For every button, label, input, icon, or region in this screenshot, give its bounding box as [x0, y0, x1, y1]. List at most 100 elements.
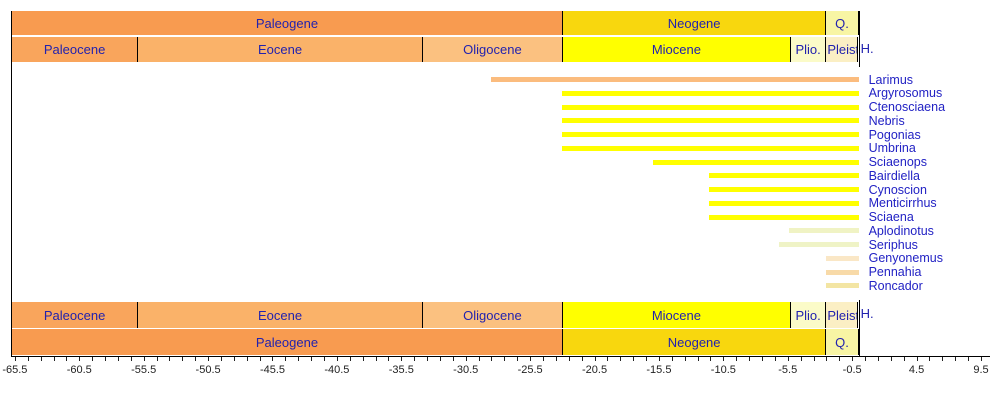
epoch-cell-miocene: Miocene	[561, 37, 790, 62]
taxon-range-bar-seriphus	[778, 242, 859, 247]
x-axis-tick-label: -50.5	[195, 364, 221, 376]
x-axis-tick	[813, 357, 815, 361]
x-axis-tick	[710, 357, 712, 361]
epoch-label-holocene-overflow: H.	[860, 306, 874, 321]
x-axis-tick-label: -60.5	[66, 364, 92, 376]
taxon-range-bar-sciaena	[709, 214, 859, 220]
x-axis-tick	[504, 357, 506, 361]
taxon-range-bar-menticirrhus	[709, 200, 859, 206]
x-axis-tick	[671, 357, 673, 361]
x-axis-tick-label: -0.5	[842, 364, 862, 376]
epoch-label: Paleocene	[43, 42, 106, 57]
x-axis-tick	[955, 357, 957, 361]
x-axis-tick-label: -45.5	[259, 364, 286, 376]
taxon-label: Seriphus	[868, 237, 918, 252]
x-axis-tick	[285, 357, 287, 361]
x-axis-tick	[839, 357, 841, 361]
x-axis-tick	[465, 357, 467, 361]
x-axis-tick	[169, 357, 171, 361]
x-axis-tick	[865, 357, 867, 361]
x-axis-tick	[117, 357, 119, 361]
x-axis-tick	[156, 357, 158, 361]
x-axis-tick-label: -30.5	[453, 364, 479, 376]
present-day-line-bottom	[859, 300, 860, 357]
x-axis-tick	[40, 357, 42, 361]
bottom-period-row: Paleogene Neogene Q.	[0, 329, 1000, 355]
x-axis-tick	[787, 357, 789, 361]
taxon-label: Aplodinotus	[868, 223, 934, 238]
x-axis-tick	[723, 357, 725, 361]
epoch-cell-oligocene: Oligocene	[421, 37, 562, 62]
x-axis-tick	[130, 357, 132, 361]
time-axis: -65.5 -60.5 -55.5 -50.5 -45.5 -40.5 -35.5 -30.5…	[0, 356, 1000, 405]
x-axis-tick	[684, 357, 686, 361]
x-axis-tick	[388, 357, 390, 361]
taxon-label: Umbrina	[868, 141, 916, 156]
x-axis-tick	[79, 357, 81, 361]
x-axis-tick-label: -5.5	[778, 364, 798, 376]
epoch-label: Eocene	[258, 307, 303, 323]
x-axis-tick	[92, 357, 94, 361]
epoch-cell-miocene: Miocene	[561, 302, 790, 328]
x-axis-tick	[697, 357, 699, 361]
x-axis-tick	[105, 357, 107, 361]
top-period-row: Paleogene Neogene Q.	[0, 11, 1000, 35]
taxon-range-bar-argyrosomus	[561, 90, 859, 96]
epoch-cell-pleist: Pleist.	[825, 302, 859, 328]
period-cell-q: Q.	[825, 329, 859, 355]
taxon-label: Bairdiella	[868, 168, 921, 183]
x-axis-tick-label: -55.5	[131, 364, 157, 376]
x-axis-tick-label: -20.5	[581, 364, 608, 376]
taxon-range-bar-pogonias	[561, 132, 859, 137]
epoch-cell-plio: Plio.	[789, 302, 826, 328]
x-axis-tick	[980, 357, 982, 361]
period-cell-neogene: Neogene	[561, 11, 826, 35]
taxon-range-bar-sciaenops	[652, 159, 859, 165]
x-axis-tick	[195, 357, 197, 361]
epoch-label-holocene-overflow: H.	[860, 41, 874, 56]
x-axis-tick	[968, 357, 970, 361]
x-axis-tick	[749, 357, 751, 361]
x-axis-tick	[349, 357, 351, 361]
x-axis-tick	[427, 357, 429, 361]
x-axis-tick	[646, 357, 648, 361]
x-axis-tick	[182, 357, 184, 361]
epoch-label: Oligocene	[463, 307, 522, 323]
x-axis-tick-label: -15.5	[646, 364, 672, 376]
taxon-label: Cynoscion	[868, 182, 927, 197]
x-axis-tick	[298, 357, 300, 361]
period-label: Paleogene	[255, 15, 319, 31]
epoch-label: Plio.	[795, 42, 821, 57]
taxon-range-bar-pennahia	[826, 269, 859, 275]
taxon-label: Argyrosomus	[868, 86, 943, 101]
epoch-cell-oligocene: Oligocene	[421, 302, 562, 328]
x-axis-tick	[66, 357, 68, 361]
period-cell-neogene: Neogene	[561, 329, 826, 355]
x-axis-tick	[852, 357, 854, 361]
x-axis-tick	[607, 357, 609, 361]
taxon-label: Menticirrhus	[868, 196, 937, 211]
taxon-range-bar-umbrina	[561, 145, 859, 151]
x-axis-tick-label: -35.5	[388, 364, 414, 376]
taxon-label: Pennahia	[868, 265, 922, 279]
x-axis-tick	[324, 357, 326, 361]
x-axis-tick	[362, 357, 364, 361]
epoch-label: Miocene	[651, 42, 701, 57]
epoch-label: Pleist.	[827, 307, 857, 323]
taxon-range-bar-bairdiella	[709, 173, 859, 179]
x-axis-tick	[594, 357, 596, 361]
x-axis-tick	[543, 357, 544, 361]
x-axis-tick	[272, 357, 274, 361]
epoch-label: Paleocene	[43, 307, 106, 323]
x-axis-tick	[414, 357, 416, 361]
taxon-label: Ctenosciaena	[868, 100, 946, 114]
x-axis-tick	[633, 357, 635, 361]
x-axis-tick	[220, 357, 222, 361]
x-axis-tick	[491, 357, 493, 361]
x-axis-tick-label: -10.5	[710, 364, 736, 376]
top-epoch-row: Paleocene Eocene Oligocene Miocene Plio. Plei…	[0, 37, 1000, 62]
present-day-line-top	[859, 11, 860, 67]
x-axis-tick-label: -40.5	[324, 364, 350, 376]
x-axis-tick	[555, 357, 557, 361]
